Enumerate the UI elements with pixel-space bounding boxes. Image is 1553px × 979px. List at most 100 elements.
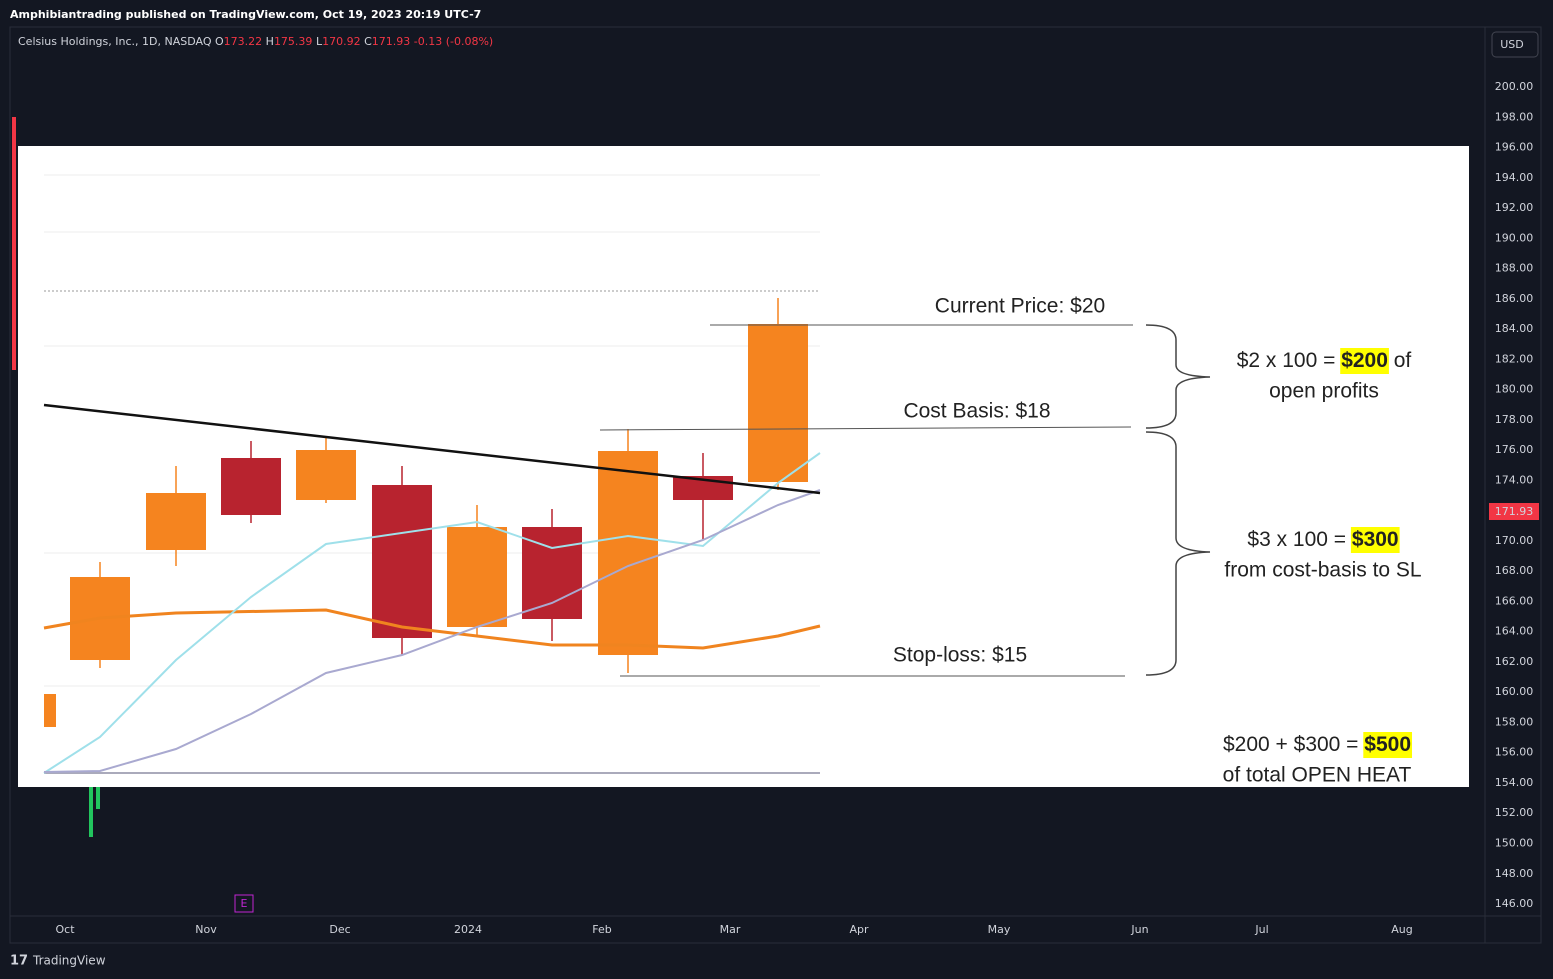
label: L — [316, 35, 323, 48]
braces — [1145, 324, 1211, 676]
bg-candle — [89, 787, 93, 837]
earnings-marker[interactable]: E — [241, 897, 248, 910]
price-label: 154.00 — [1495, 776, 1534, 789]
note-line2: open profits — [1269, 380, 1379, 403]
text: $3 x 100 = — [1247, 528, 1352, 551]
notes: $2 x 100 = $200 of open profits $3 x 100 =… — [1223, 348, 1422, 787]
text: $200 + $300 = — [1223, 733, 1364, 756]
text: $2 x 100 = — [1237, 349, 1342, 372]
label: H — [266, 35, 274, 48]
price-label: 150.00 — [1495, 837, 1534, 850]
price-label: 198.00 — [1495, 110, 1534, 123]
note-line2: from cost-basis to SL — [1224, 559, 1421, 582]
candle-body — [372, 485, 432, 638]
price-label: 164.00 — [1495, 625, 1534, 638]
note-line1: $200 + $300 = $500 — [1223, 733, 1411, 756]
time-label: Jun — [1130, 923, 1148, 936]
time-label: Dec — [329, 923, 350, 936]
note-line2: of total OPEN HEAT — [1223, 764, 1412, 787]
highlight-bg — [1350, 527, 1400, 553]
price-label: 176.00 — [1495, 443, 1534, 456]
price-label: 168.00 — [1495, 564, 1534, 577]
time-label: Jul — [1254, 923, 1268, 936]
level-lines — [599, 324, 1133, 677]
price-label: 166.00 — [1495, 594, 1534, 607]
highlight: $300 — [1352, 528, 1399, 551]
time-axis: Oct Nov Dec 2024 Feb Mar Apr May Jun Jul Aug — [55, 923, 1412, 936]
candle-body — [296, 450, 356, 500]
value: 171.93 — [372, 35, 411, 48]
moving-average — [43, 489, 821, 773]
price-label: 192.00 — [1495, 201, 1534, 214]
price-label: 182.00 — [1495, 352, 1534, 365]
price-label: 156.00 — [1495, 746, 1534, 759]
price-label: 170.00 — [1495, 534, 1534, 547]
price-label: 188.00 — [1495, 262, 1534, 275]
price-label: 162.00 — [1495, 655, 1534, 668]
price-label: 184.00 — [1495, 322, 1534, 335]
price-axis: 200.00 198.00 196.00 194.00 192.00 190.00 188.… — [1495, 80, 1534, 910]
price-label: 174.00 — [1495, 473, 1534, 486]
last-price: 171.93 — [1495, 505, 1534, 518]
value: 173.22 — [224, 35, 263, 48]
price-label: 200.00 — [1495, 80, 1534, 93]
label: O — [215, 35, 224, 48]
earnings-box[interactable] — [234, 894, 254, 913]
inset-grid — [44, 174, 820, 687]
candle-body — [146, 493, 206, 550]
value: 175.39 — [274, 35, 313, 48]
highlight: $500 — [1364, 733, 1411, 756]
moving-average — [43, 608, 821, 650]
currency[interactable]: USD — [1500, 38, 1524, 51]
candle-body — [447, 527, 507, 627]
ohlc-legend: Celsius Holdings, Inc., 1D, NASDAQ O173.… — [18, 35, 493, 48]
time-label: Oct — [55, 923, 75, 936]
publisher: Amphibiantrading published on TradingVie… — [10, 8, 481, 21]
highlight-bg — [1340, 348, 1389, 374]
note-line1: $2 x 100 = $200 of — [1237, 349, 1412, 372]
highlight-bg — [1363, 732, 1413, 758]
price-label: 194.00 — [1495, 171, 1534, 184]
price-label: 148.00 — [1495, 867, 1534, 880]
price-label: 190.00 — [1495, 231, 1534, 244]
highlight: $200 — [1341, 349, 1388, 372]
stop-loss-label: Stop-loss: $15 — [893, 644, 1027, 667]
change: -0.13 (-0.08%) — [414, 35, 493, 48]
price-label: 160.00 — [1495, 685, 1534, 698]
price-label: 178.00 — [1495, 413, 1534, 426]
logo: 17 — [10, 954, 28, 969]
time-label: May — [988, 923, 1011, 936]
time-label: 2024 — [454, 923, 482, 936]
price-label: 186.00 — [1495, 292, 1534, 305]
time-label: Mar — [720, 923, 741, 936]
symbol: Celsius Holdings, Inc., 1D, NASDAQ — [18, 35, 212, 48]
bg-candle — [96, 787, 100, 809]
candle-body — [748, 324, 808, 482]
time-label: Nov — [195, 923, 217, 936]
time-label: Feb — [592, 923, 611, 936]
inset-candles — [44, 298, 808, 727]
last-price-badge — [1489, 503, 1539, 520]
note-line1: $3 x 100 = $300 — [1247, 528, 1398, 551]
candle-body — [598, 451, 658, 655]
trendline — [43, 403, 821, 495]
brand: TradingView — [32, 954, 106, 968]
current-price-label: Current Price: $20 — [935, 295, 1105, 318]
price-label: 152.00 — [1495, 806, 1534, 819]
time-label: Apr — [849, 923, 869, 936]
moving-average — [43, 452, 821, 774]
text: of — [1388, 349, 1412, 372]
price-label: 196.00 — [1495, 141, 1534, 154]
cost-basis-label: Cost Basis: $18 — [903, 400, 1050, 423]
candle-body — [221, 458, 281, 515]
price-label: 180.00 — [1495, 383, 1534, 396]
price-label: 146.00 — [1495, 897, 1534, 910]
bg-candle — [12, 117, 16, 370]
currency-button[interactable] — [1491, 31, 1539, 58]
time-label: Aug — [1391, 923, 1412, 936]
candle-body — [44, 694, 56, 727]
price-label: 158.00 — [1495, 715, 1534, 728]
value: 170.92 — [322, 35, 361, 48]
